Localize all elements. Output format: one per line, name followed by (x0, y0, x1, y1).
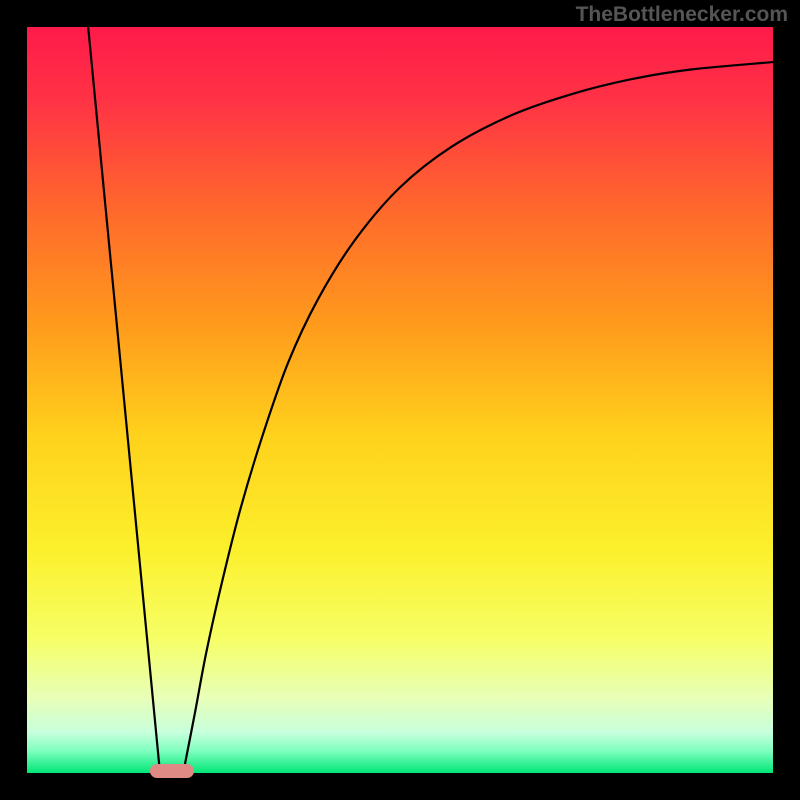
watermark-text: TheBottlenecker.com (576, 3, 788, 27)
bottleneck-curves (27, 27, 773, 773)
plot-area (27, 27, 773, 773)
chart-container: TheBottlenecker.com (0, 0, 800, 800)
optimal-marker (150, 764, 194, 778)
